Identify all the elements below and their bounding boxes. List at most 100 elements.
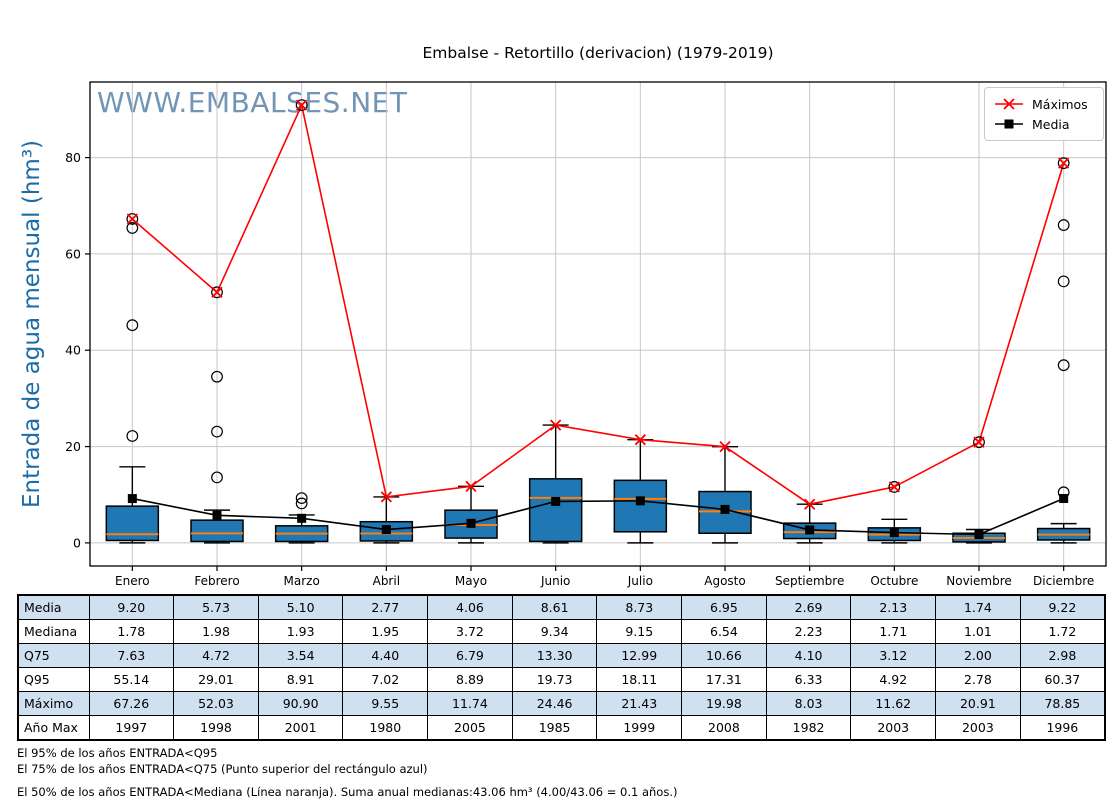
max-marker <box>211 286 223 298</box>
legend: Máximos Media <box>984 87 1104 141</box>
max-marker <box>296 99 308 111</box>
max-marker <box>126 213 138 225</box>
table-cell: 1985 <box>511 715 598 741</box>
table-cell: 4.10 <box>765 643 852 668</box>
table-row: Media 9.20 5.73 5.10 2.77 4.06 8.61 8.73 6.95 2.6… <box>17 594 1106 620</box>
table-cell: 1996 <box>1019 715 1106 741</box>
box-group <box>190 370 244 544</box>
box-rect <box>613 479 668 533</box>
media-series <box>127 493 1069 540</box>
x-tick-label: Abril <box>373 574 400 588</box>
table-cell: 1.95 <box>342 619 429 644</box>
table-cell: 7.02 <box>342 667 429 692</box>
outlier-marker <box>888 481 901 493</box>
footnote-line: El 75% de los años ENTRADA<Q75 (Punto su… <box>17 762 428 776</box>
box-group <box>444 485 498 544</box>
outlier-marker <box>973 436 985 449</box>
box-group <box>274 492 329 544</box>
table-cell: 9.20 <box>88 594 175 620</box>
table-row: Mediana 1.78 1.98 1.93 1.95 3.72 9.34 9.15 6.54 2… <box>17 619 1106 644</box>
table-row: Máximo 67.26 52.03 90.90 9.55 11.74 24.46 21.43… <box>17 691 1106 716</box>
table-cell: 19.73 <box>511 667 598 692</box>
box-rect <box>528 478 583 543</box>
table-cell: 2001 <box>257 715 344 741</box>
table-cell: 1980 <box>342 715 429 741</box>
legend-label-maximos: Máximos <box>1032 96 1088 112</box>
x-tick-label: Mayo <box>455 574 487 588</box>
box-rect <box>105 505 160 542</box>
table-cell: 13.30 <box>511 643 598 668</box>
mean-marker <box>127 494 137 504</box>
max-marker <box>888 481 900 493</box>
outlier-marker <box>126 213 139 225</box>
boxplot-chart: 0 20 40 60 80 Enero Febrero Marzo Abril Mayo Junio… <box>65 81 1107 588</box>
table-cell: 1.93 <box>257 619 344 644</box>
table-cell: 52.03 <box>173 691 259 716</box>
table-cell: 17.31 <box>681 667 767 692</box>
box-group <box>359 496 414 544</box>
table-cell: 8.61 <box>511 594 598 620</box>
mean-marker <box>974 530 984 540</box>
table-cell: 3.72 <box>427 619 513 644</box>
mean-marker <box>720 504 730 514</box>
gridlines <box>90 82 1106 566</box>
x-tick-label: Octubre <box>870 574 918 588</box>
table-cell: 1998 <box>173 715 259 741</box>
max-marker <box>634 434 646 446</box>
box-group <box>613 438 668 544</box>
table-cell: 6.33 <box>765 667 852 692</box>
max-marker <box>804 498 816 510</box>
max-marker <box>465 480 477 492</box>
table-cell: 12.99 <box>596 643 683 668</box>
table-cell: 8.73 <box>596 594 683 620</box>
table-cell: 4.06 <box>427 594 513 620</box>
legend-item-media: Media <box>994 114 1094 134</box>
max-marker <box>1058 157 1070 169</box>
table-cell: 8.89 <box>427 667 513 692</box>
x-tick-label: Enero <box>115 574 150 588</box>
x-tick-label: Julio <box>627 574 653 588</box>
table-cell: 55.14 <box>88 667 175 692</box>
table-cell: 3.12 <box>850 643 937 668</box>
outlier-marker <box>211 425 223 438</box>
table-cell: 1.74 <box>935 594 1021 620</box>
footnote-line: El 50% de los años ENTRADA<Mediana (Líne… <box>17 785 678 799</box>
table-cell: 6.95 <box>681 594 767 620</box>
maximos-line-icon <box>995 98 1023 110</box>
mean-marker <box>1059 493 1069 503</box>
table-cell: 5.10 <box>257 594 344 620</box>
x-tick-label: Junio <box>540 574 570 588</box>
table-row-label: Q75 <box>17 643 90 668</box>
table-cell: 5.73 <box>173 594 259 620</box>
table-cell: 9.22 <box>1019 594 1106 620</box>
table-row-label: Q95 <box>17 667 90 692</box>
table-cell: 20.91 <box>935 691 1021 716</box>
table-cell: 1.71 <box>850 619 937 644</box>
outlier-marker <box>1057 157 1070 170</box>
x-tick-label: Diciembre <box>1033 574 1094 588</box>
table-cell: 2.00 <box>935 643 1021 668</box>
y-axis-label: Entrada de agua mensual (hm³) <box>19 139 45 509</box>
table-cell: 11.74 <box>427 691 513 716</box>
table-cell: 1.78 <box>88 619 175 644</box>
footnotes: El 95% de los años ENTRADA<Q95 El 75% de… <box>17 745 677 800</box>
boxplot-boxes <box>105 219 1091 544</box>
box-group <box>782 503 837 544</box>
table-cell: 1.98 <box>173 619 259 644</box>
table-cell: 7.63 <box>88 643 175 668</box>
table-cell: 2003 <box>850 715 937 741</box>
maximos-series <box>126 99 1070 510</box>
legend-item-maximos: Máximos <box>994 94 1094 114</box>
outlier-marker <box>1057 275 1070 288</box>
table-cell: 9.15 <box>596 619 683 644</box>
max-marker <box>550 419 562 431</box>
y-tick-label: 60 <box>65 246 81 261</box>
table-cell: 1999 <box>596 715 683 741</box>
table-row-label: Media <box>17 594 90 620</box>
outlier-marker <box>295 497 308 510</box>
outlier-marker <box>126 222 139 234</box>
box-group <box>528 424 583 544</box>
stats-table: Media 9.20 5.73 5.10 2.77 4.06 8.61 8.73 6.95 2.6… <box>17 594 1106 741</box>
mean-marker <box>297 513 307 523</box>
